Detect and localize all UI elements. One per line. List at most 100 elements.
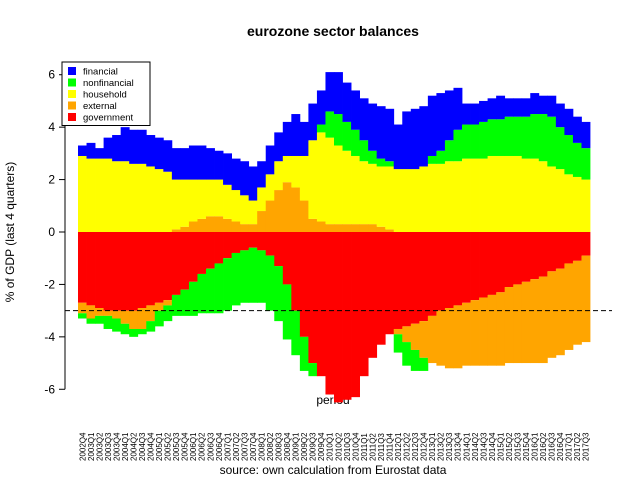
- bar-segment: [376, 166, 386, 227]
- bar-segment: [368, 150, 378, 164]
- bar-segment: [504, 232, 514, 288]
- bar-segment: [137, 163, 147, 232]
- legend-swatch: [68, 78, 76, 87]
- bar-segment: [393, 232, 403, 329]
- bar-segment: [385, 166, 395, 230]
- x-tick-label: 2014Q1: [462, 432, 471, 461]
- x-tick-label: 2010Q2: [334, 432, 343, 461]
- bar-segment: [410, 169, 420, 232]
- bar-segment: [572, 116, 582, 143]
- bar-segment: [555, 127, 565, 170]
- bar-segment: [351, 129, 360, 156]
- bar-segment: [444, 90, 454, 141]
- bar-segment: [112, 318, 122, 332]
- x-tick-label: 2013Q2: [437, 432, 446, 461]
- x-tick-label: 2004Q2: [129, 432, 138, 461]
- bar-segment: [513, 232, 523, 285]
- bar-segment: [385, 229, 395, 232]
- x-tick-label: 2007Q1: [223, 432, 232, 461]
- bar-segment: [206, 148, 215, 180]
- bar-segment: [95, 148, 104, 159]
- bar-segment: [240, 224, 250, 232]
- bar-segment: [146, 232, 156, 306]
- y-tick-label: -4: [44, 330, 55, 344]
- bar-segment: [274, 266, 284, 322]
- bar-segment: [555, 169, 565, 232]
- bar-segment: [163, 171, 173, 232]
- bar-segment: [223, 258, 232, 311]
- bar-segment: [231, 232, 241, 253]
- bar-segment: [291, 155, 301, 188]
- chart-title: eurozone sector balances: [247, 23, 419, 39]
- bar-segment: [410, 232, 420, 324]
- bar-segment: [419, 166, 429, 232]
- bar-segment: [171, 232, 181, 295]
- x-tick-label: 2016Q1: [531, 432, 540, 461]
- bar-segment: [572, 142, 582, 177]
- bar-segment: [103, 310, 113, 316]
- bar-segment: [308, 218, 318, 232]
- x-tick-label: 2013Q1: [428, 432, 437, 461]
- bar-segment: [129, 163, 139, 232]
- bar-segment: [214, 179, 224, 217]
- bar-segment: [257, 211, 267, 232]
- bar-segment: [188, 232, 198, 282]
- bar-segment: [231, 190, 241, 222]
- bar-segment: [487, 98, 497, 120]
- x-tick-label: 2003Q1: [87, 432, 96, 461]
- y-tick-label: 6: [48, 68, 55, 82]
- x-tick-label: 2009Q1: [292, 432, 301, 461]
- bar-segment: [419, 321, 429, 358]
- bar-segment: [129, 328, 139, 337]
- x-tick-label: 2015Q1: [496, 432, 505, 461]
- bar-segment: [188, 221, 198, 232]
- x-tick-label: 2004Q4: [147, 432, 156, 461]
- x-tick-label: 2016Q4: [556, 432, 565, 461]
- bar-segment: [240, 161, 250, 196]
- bar-segment: [257, 187, 267, 212]
- bar-segment: [402, 232, 412, 327]
- bar-segment: [470, 232, 480, 301]
- bar-segment: [103, 315, 113, 329]
- bar-segment: [299, 121, 309, 156]
- bar-segment: [504, 116, 514, 156]
- x-tick-label: 2003Q2: [95, 432, 104, 461]
- bar-segment: [359, 232, 369, 377]
- bar-segment: [78, 232, 87, 303]
- bar-segment: [154, 232, 164, 303]
- bar-segment: [572, 232, 582, 261]
- bar-segment: [274, 190, 284, 232]
- x-tick-label: 2006Q3: [206, 432, 215, 461]
- bar-segment: [513, 116, 523, 156]
- bar-segment: [112, 161, 122, 232]
- bar-segment: [112, 310, 122, 319]
- bar-segment: [513, 155, 523, 232]
- y-tick-label: 0: [48, 225, 55, 239]
- bar-segment: [462, 158, 471, 232]
- legend-swatch: [68, 90, 76, 98]
- bar-segment: [538, 232, 548, 277]
- bar-segment: [462, 302, 471, 366]
- bar-segment: [248, 247, 258, 303]
- bar-segment: [436, 232, 446, 311]
- bar-segment: [334, 232, 343, 403]
- bar-segment: [376, 232, 386, 345]
- bar-segment: [521, 158, 531, 232]
- bar-segment: [316, 221, 326, 232]
- bar-segment: [453, 305, 463, 369]
- bar-segment: [385, 108, 395, 162]
- bar-segment: [197, 145, 207, 180]
- source-note: source: own calculation from Eurostat da…: [220, 463, 447, 477]
- bar-segment: [180, 148, 190, 180]
- bars: [78, 72, 591, 403]
- x-tick-label: 2015Q2: [505, 432, 514, 461]
- bar-segment: [103, 158, 113, 232]
- bar-segment: [427, 232, 437, 316]
- x-tick-label: 2007Q3: [240, 432, 249, 461]
- bar-segment: [316, 132, 326, 222]
- bar-segment: [103, 137, 113, 159]
- bar-segment: [206, 232, 215, 269]
- x-tick-label: 2008Q1: [257, 432, 266, 461]
- bar-segment: [231, 252, 241, 306]
